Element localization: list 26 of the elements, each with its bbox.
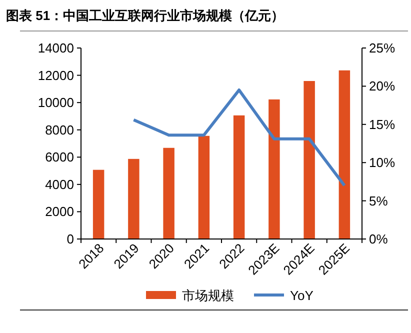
y-tick-label: 8000	[45, 122, 74, 138]
y2-tick-label: 10%	[369, 155, 396, 170]
line-series	[132, 88, 346, 188]
bar	[233, 115, 245, 239]
bar	[163, 148, 174, 239]
legend-label: 市场规模	[182, 288, 234, 303]
chart-title: 图表 51：中国工业互联网行业市场规模（亿元）	[6, 8, 284, 23]
bar	[338, 70, 350, 239]
y-tick-label: 0	[66, 232, 74, 246]
y2-tick-label: 5%	[369, 193, 388, 208]
bar	[128, 158, 140, 239]
bar	[92, 170, 104, 239]
y-tick-label: 10000	[38, 95, 74, 110]
bar	[268, 99, 280, 239]
y2-tick-label: 25%	[369, 40, 396, 56]
bar	[304, 81, 315, 239]
legend-label: YoY	[290, 288, 314, 303]
y-tick-label: 2000	[45, 204, 74, 220]
y-tick-label: 14000	[38, 40, 74, 56]
y2-tick-label: 15%	[369, 116, 396, 132]
y2-tick-label: 20%	[369, 78, 396, 94]
bar	[198, 136, 210, 239]
y-tick-label: 12000	[38, 68, 74, 83]
y2-tick-label: 0%	[369, 232, 388, 246]
y-tick-label: 6000	[45, 150, 74, 165]
y-tick-label: 4000	[45, 176, 74, 192]
